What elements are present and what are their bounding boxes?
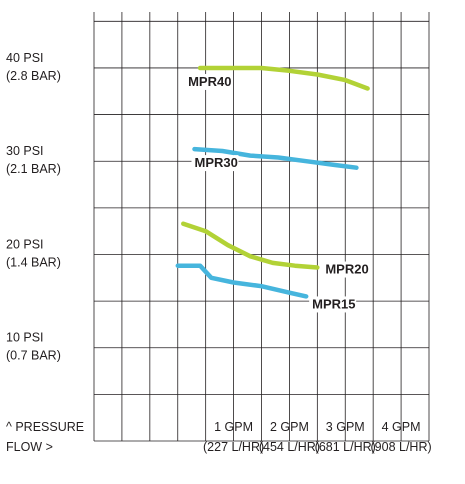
- series-label-mpr15: MPR15: [312, 296, 355, 311]
- y-tick-label: 20 PSI: [6, 237, 44, 251]
- series-line-mpr40: [197, 65, 370, 91]
- series-label-mpr20: MPR20: [325, 262, 368, 277]
- y-tick-sublabel: (1.4 BAR): [6, 255, 61, 269]
- y-tick-sublabel: (2.8 BAR): [6, 69, 61, 83]
- x-tick-sublabel: (227 L/HR): [203, 440, 264, 454]
- y-tick-sublabel: (0.7 BAR): [6, 349, 61, 363]
- y-tick-label: 30 PSI: [6, 144, 44, 158]
- y-axis-tick-labels: 40 PSI (2.8 BAR) 30 PSI (2.1 BAR) 20 PSI (1.4…: [6, 51, 61, 363]
- x-tick-sublabel: (908 L/HR): [371, 440, 432, 454]
- series-label-bg: [309, 296, 357, 313]
- x-tick-sublabel: (681 L/HR): [315, 440, 376, 454]
- series-labels: MPR40 MPR30 MPR20 MPR15: [185, 73, 370, 313]
- y-tick-label: 10 PSI: [6, 331, 44, 345]
- x-tick-sublabel: (454 L/HR): [259, 440, 320, 454]
- y-axis-label: ^ PRESSURE: [6, 420, 84, 434]
- series-label-bg: [322, 261, 370, 278]
- series-line-mpr30: [192, 146, 359, 170]
- x-axis-tick-labels: 1 GPM (227 L/HR) 2 GPM (454 L/HR) 3 GPM (681 …: [203, 420, 432, 454]
- x-axis-label: FLOW >: [6, 440, 53, 454]
- x-tick-label: 4 GPM: [382, 420, 421, 434]
- series-line-mpr15: [175, 263, 309, 299]
- x-tick-label: 2 GPM: [270, 420, 309, 434]
- x-tick-label: 3 GPM: [326, 420, 365, 434]
- series-label-bg: [185, 73, 233, 90]
- x-tick-label: 1 GPM: [214, 420, 253, 434]
- y-tick-sublabel: (2.1 BAR): [6, 162, 61, 176]
- series-lines: [175, 65, 370, 299]
- series-label-bg: [191, 155, 239, 172]
- y-tick-label: 40 PSI: [6, 51, 44, 65]
- series-line-mpr20: [181, 221, 320, 270]
- series-label-mpr30: MPR30: [195, 155, 238, 170]
- series-label-mpr40: MPR40: [188, 74, 231, 89]
- chart-grid: [93, 12, 430, 442]
